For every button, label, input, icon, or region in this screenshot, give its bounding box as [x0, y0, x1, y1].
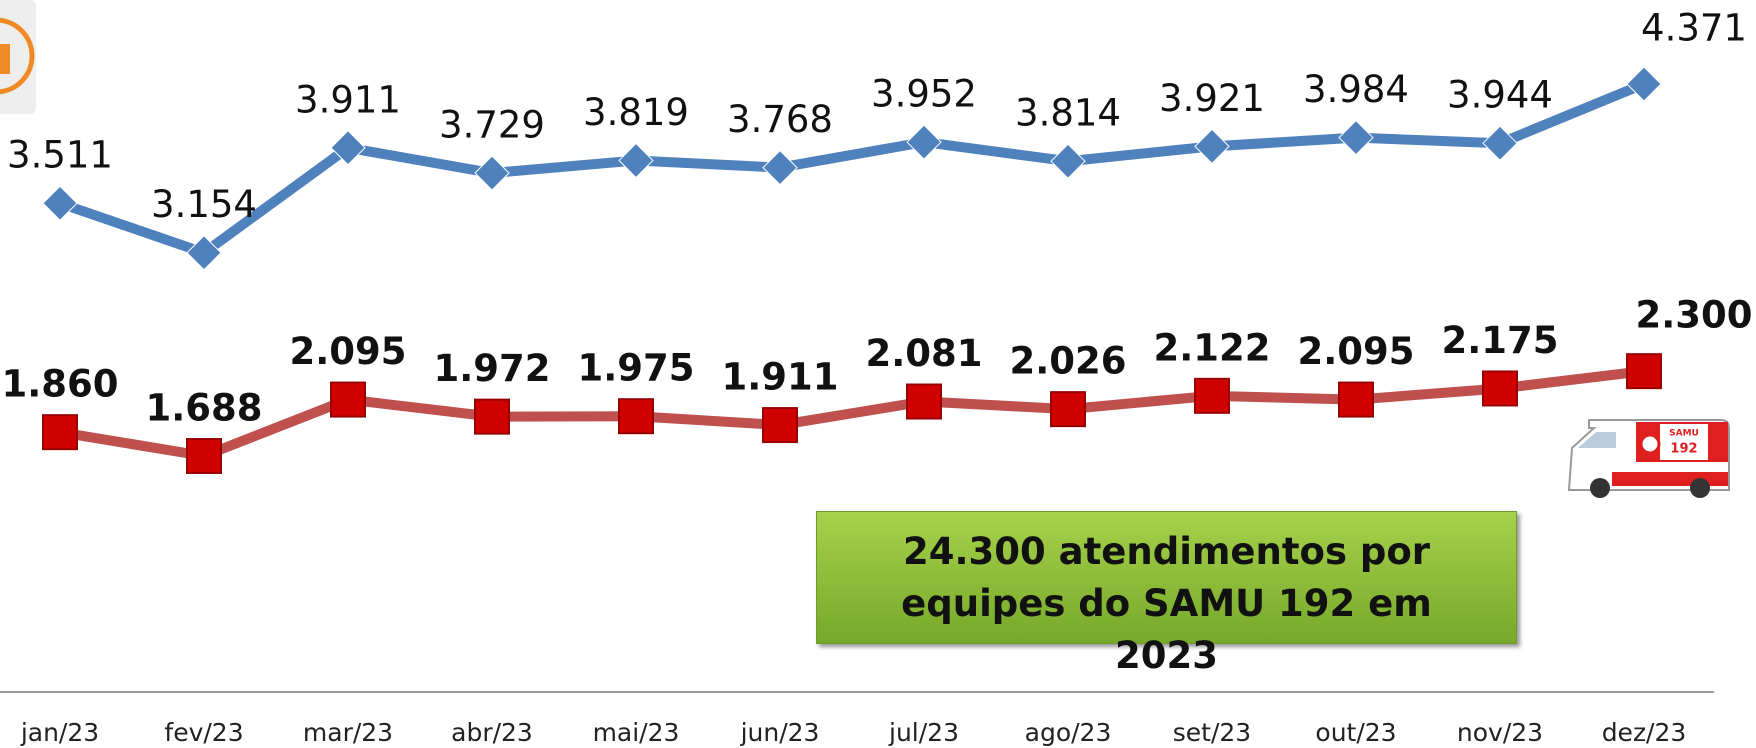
x-tick-label: set/23 [1173, 718, 1251, 747]
x-tick-label: jan/23 [20, 718, 99, 747]
marker [474, 155, 510, 191]
data-label: 3.952 [871, 73, 977, 116]
marker [1194, 128, 1230, 165]
marker [474, 398, 510, 435]
ambulance-text: SAMU [1669, 429, 1699, 439]
data-label: 1.972 [433, 347, 550, 390]
data-label: 2.300 [1635, 294, 1752, 337]
marker [762, 407, 798, 444]
marker [186, 235, 222, 271]
x-tick-label: fev/23 [164, 718, 243, 747]
series-line [58, 79, 1646, 258]
marker [1050, 143, 1086, 179]
data-label: 3.511 [7, 134, 113, 177]
marker [762, 149, 798, 186]
marker [1482, 125, 1518, 161]
ambulance-text: 192 [1670, 442, 1697, 457]
data-label: 2.095 [289, 330, 406, 373]
data-label: 3.921 [1159, 77, 1265, 120]
data-label: 4.371 [1641, 7, 1747, 50]
data-label: 3.729 [439, 104, 545, 147]
annotation-box: 24.300 atendimentos por equipes do SAMU … [816, 511, 1517, 677]
x-tick-label: abr/23 [451, 718, 533, 747]
marker [618, 142, 654, 179]
x-tick-label: mai/23 [593, 718, 680, 747]
data-label: 2.026 [1009, 340, 1126, 383]
marker [618, 398, 654, 435]
marker [1626, 353, 1662, 390]
marker [186, 438, 222, 474]
x-tick-label: dez/23 [1602, 718, 1687, 747]
x-tick-label: mar/23 [303, 718, 393, 747]
data-label: 3.814 [1015, 92, 1121, 135]
data-label: 3.984 [1303, 68, 1409, 111]
data-label: 1.975 [577, 347, 694, 390]
marker [906, 383, 942, 420]
data-label: 1.688 [145, 387, 262, 430]
data-label: 3.819 [583, 91, 689, 134]
data-label: 1.860 [1, 363, 118, 406]
x-tick-label: jul/23 [888, 718, 959, 747]
marker [1626, 66, 1662, 102]
ambulance: SAMU 192 [1567, 419, 1730, 498]
data-label: 2.122 [1153, 326, 1270, 369]
logo [0, 0, 36, 114]
x-tick-label: ago/23 [1025, 718, 1112, 747]
data-label: 2.095 [1297, 330, 1414, 373]
marker [42, 185, 78, 221]
data-label: 2.081 [865, 332, 982, 375]
marker [1194, 377, 1230, 414]
data-label: 3.154 [151, 183, 257, 226]
x-tick-label: jun/23 [740, 718, 820, 747]
x-tick-label: out/23 [1315, 718, 1396, 747]
marker [330, 381, 366, 418]
data-label: 3.944 [1447, 74, 1553, 117]
marker [1482, 370, 1518, 407]
marker [1050, 391, 1086, 428]
series-line [59, 366, 1645, 461]
data-label: 2.175 [1441, 319, 1558, 362]
data-label: 1.911 [721, 356, 838, 399]
marker [330, 130, 366, 166]
marker [906, 124, 942, 160]
x-tick-label: nov/23 [1457, 718, 1543, 747]
marker [1338, 381, 1374, 418]
marker [1338, 119, 1374, 156]
marker [42, 414, 78, 451]
data-label: 3.911 [295, 78, 401, 121]
data-label: 3.768 [727, 98, 833, 141]
